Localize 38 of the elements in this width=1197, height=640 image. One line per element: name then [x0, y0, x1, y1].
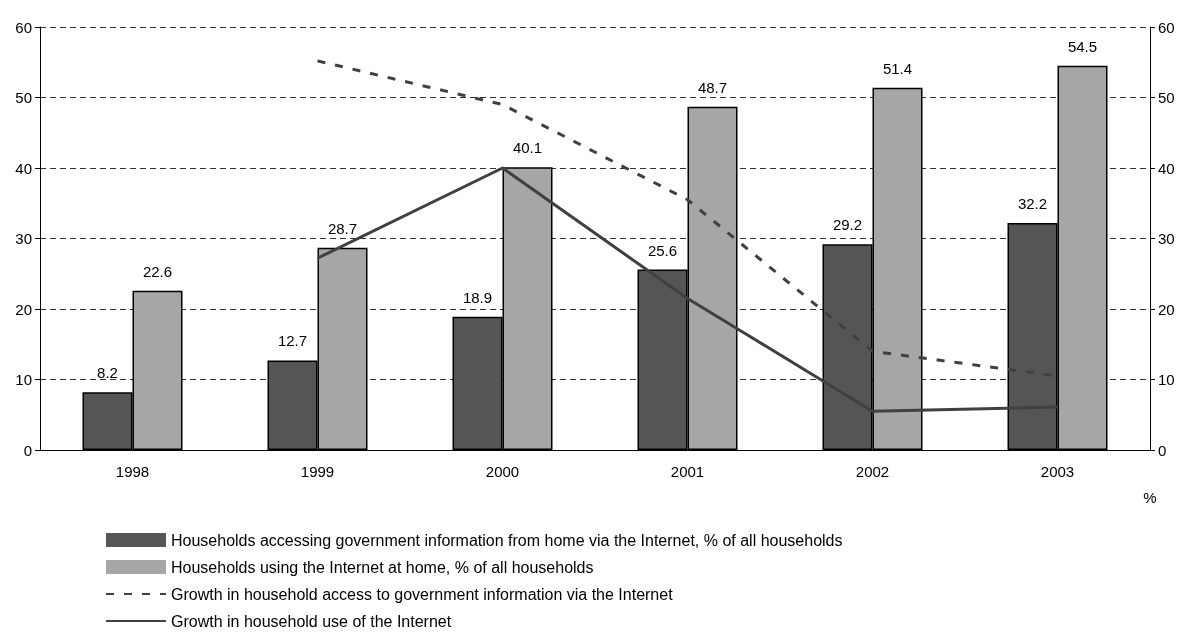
y-tick-label: 60	[15, 18, 32, 36]
y2-tick-label: 0	[1158, 441, 1167, 459]
data-label: 51.4	[882, 59, 913, 77]
data-label: 54.5	[1067, 37, 1098, 55]
legend-label: Households using the Internet at home, % of all households	[171, 558, 594, 576]
y-tick-label: 50	[15, 89, 32, 106]
y-tick-label: 0	[23, 441, 32, 459]
y2-tick-label: 40	[1158, 159, 1175, 177]
y-tick-label: 40	[15, 159, 32, 177]
line-series	[316, 166, 1059, 413]
x-tick-label: 2002	[855, 463, 890, 480]
y2-tick-label: 50	[1158, 89, 1175, 106]
data-label: 25.6	[647, 241, 678, 259]
x-tick-label: 1999	[300, 463, 335, 480]
x-tick-label: 2003	[1040, 463, 1075, 480]
y2-axis-title: %	[1143, 489, 1157, 506]
y2-tick-label: 60	[1158, 18, 1175, 36]
data-label: 28.7	[327, 219, 358, 237]
y-tick-label: 10	[15, 371, 32, 388]
x-tick-label: 2000	[485, 463, 520, 480]
data-label: 29.2	[832, 216, 863, 234]
data-label: 8.2	[97, 364, 118, 382]
y2-tick-label: 20	[1158, 300, 1175, 318]
y-tick-label: 20	[15, 300, 32, 318]
y-tick-label: 30	[15, 230, 32, 247]
data-label: 32.2	[1017, 194, 1048, 212]
y2-tick-label: 30	[1158, 230, 1175, 247]
data-label: 18.9	[462, 288, 493, 306]
x-tick-label: 1998	[115, 463, 150, 480]
legend-label: Households accessing government information from home via the Internet, % of all households	[171, 531, 843, 549]
data-label: 40.1	[512, 139, 543, 157]
data-label: 22.6	[142, 262, 173, 280]
y2-tick-label: 10	[1158, 371, 1175, 388]
legend-label: Growth in household use of the Internet	[171, 612, 452, 630]
legend-label: Growth in household access to government information via the Internet	[171, 585, 674, 603]
x-tick-label: 2001	[670, 463, 705, 480]
data-label: 12.7	[277, 332, 308, 350]
data-label: 48.7	[697, 78, 728, 96]
